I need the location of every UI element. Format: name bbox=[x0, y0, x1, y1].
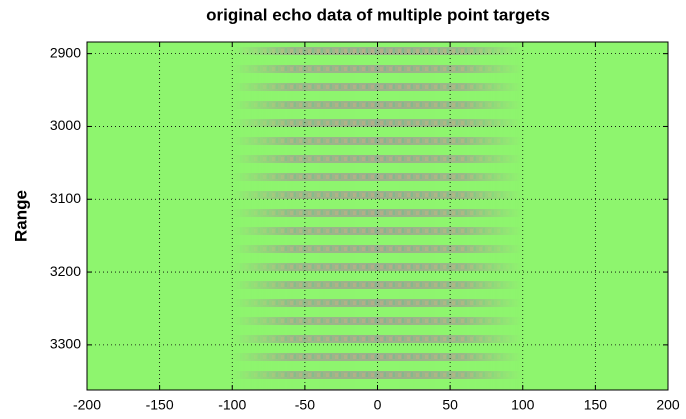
y-tick-label: 3100 bbox=[50, 190, 81, 206]
x-tick-label: 50 bbox=[442, 397, 458, 413]
echo-stripes bbox=[232, 42, 522, 390]
x-tick-label: -50 bbox=[295, 397, 315, 413]
x-tick-label: 150 bbox=[584, 397, 608, 413]
y-tick-label: 3200 bbox=[50, 263, 81, 279]
y-tick-label: 2900 bbox=[50, 44, 81, 60]
x-tick-label: 200 bbox=[656, 397, 680, 413]
x-tick-label: 100 bbox=[511, 397, 535, 413]
x-tick-label: -100 bbox=[218, 397, 246, 413]
echo-pattern bbox=[232, 42, 522, 390]
chart-title: original echo data of multiple point tar… bbox=[206, 5, 550, 24]
x-tick-label: -150 bbox=[146, 397, 174, 413]
y-tick-label: 3300 bbox=[50, 336, 81, 352]
x-tick-label: 0 bbox=[374, 397, 382, 413]
y-axis-label: Range bbox=[11, 190, 30, 242]
x-tick-label: -200 bbox=[73, 397, 101, 413]
y-tick-label: 3000 bbox=[50, 117, 81, 133]
